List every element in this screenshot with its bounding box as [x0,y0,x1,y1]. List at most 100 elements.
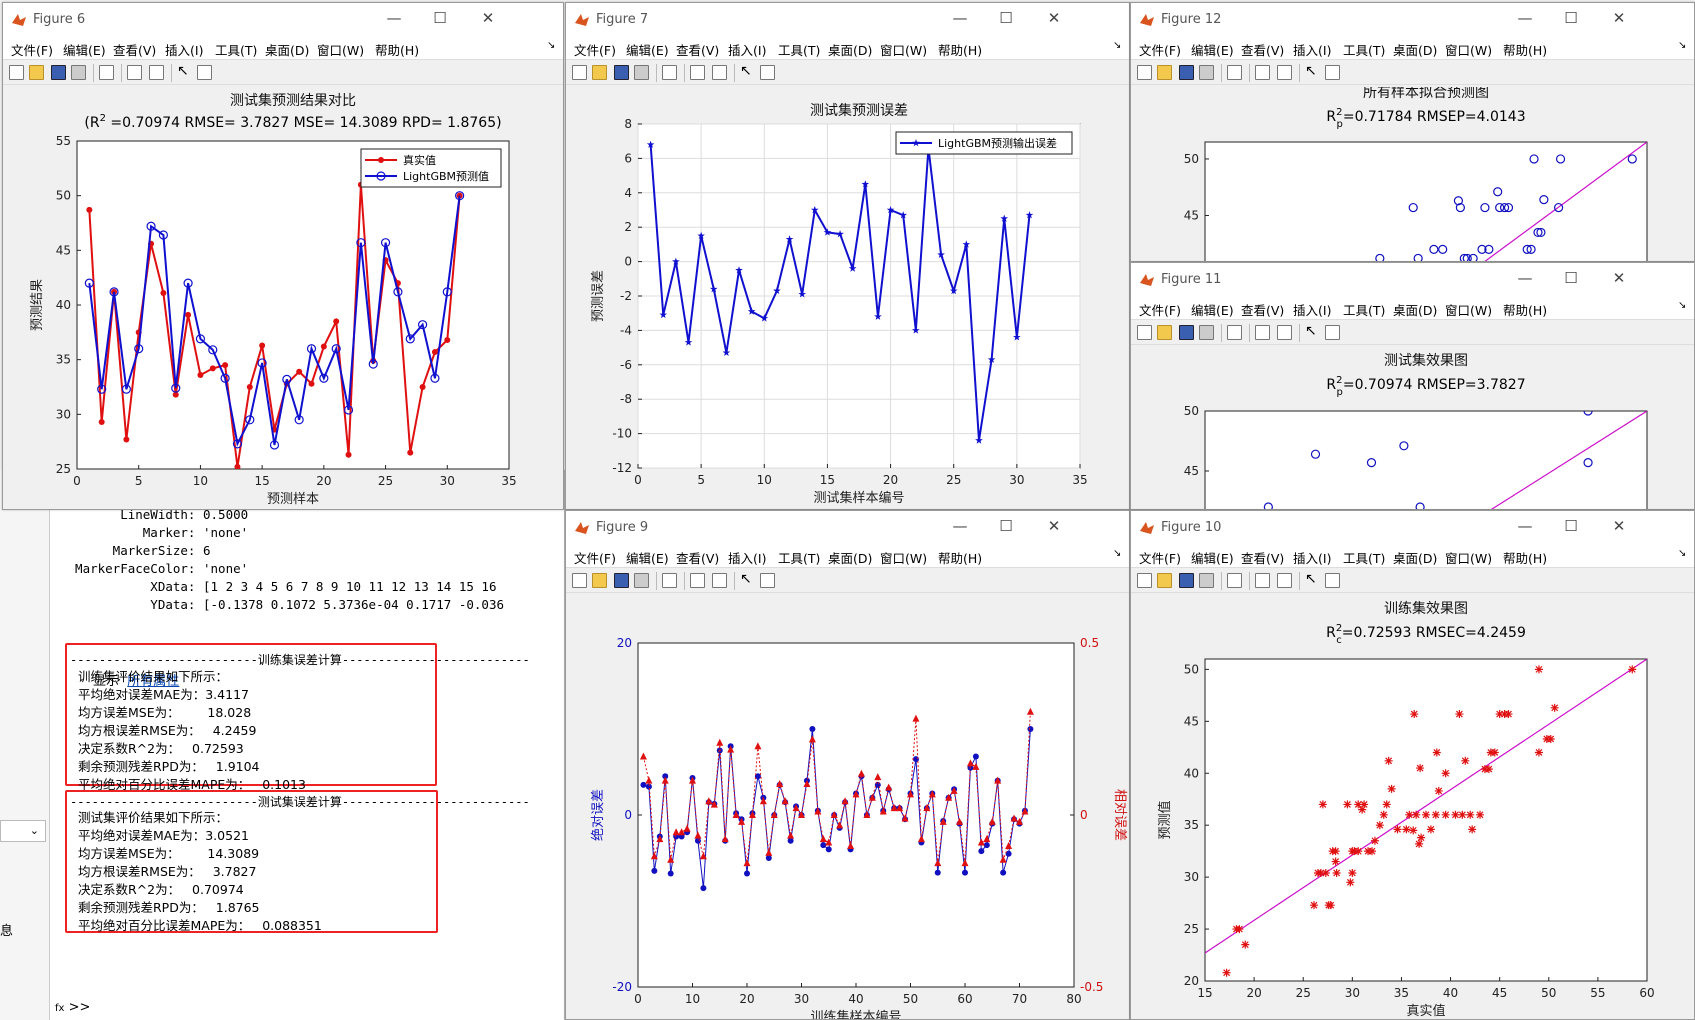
pointer-icon[interactable]: ↖ [740,571,752,587]
menu-item[interactable]: 编辑(E) [626,43,669,58]
property-editor-icon[interactable] [1325,325,1340,340]
menu-item[interactable]: 帮助(H) [938,551,983,566]
menu-item[interactable]: 工具(T) [1343,43,1386,58]
legend[interactable]: 真实值 LightGBM预测值 [360,148,502,188]
open-folder-icon[interactable] [592,573,607,588]
menu-item[interactable]: 帮助(H) [1503,551,1548,566]
link-plot-icon[interactable] [99,65,114,80]
title-bar[interactable]: Figure 6 — ☐ ✕ [3,3,563,37]
menu-item[interactable]: 帮助(H) [1503,43,1548,58]
link-plot-icon[interactable] [662,573,677,588]
new-file-icon[interactable] [1137,65,1152,80]
menu-item[interactable]: 帮助(H) [938,43,983,58]
menu-item[interactable]: 窗口(W) [880,43,928,58]
figure-11-window[interactable]: Figure 11 — ☐ ✕ 文件(F) 编辑(E) 查看(V) 插入(I) 工具(T) 桌面(… [1130,262,1695,510]
link-plot-icon[interactable] [1227,325,1242,340]
menu-item[interactable]: 桌面(D) [265,43,310,58]
close-button[interactable]: ✕ [1612,517,1626,535]
new-file-icon[interactable] [9,65,24,80]
toolbar-expand-icon[interactable]: ↘ [1678,40,1687,51]
menu-item[interactable]: 查看(V) [1241,303,1285,318]
minimize-button[interactable]: — [1517,9,1533,27]
legend[interactable]: LightGBM预测输出误差 [895,131,1073,155]
minimize-button[interactable]: — [386,9,402,27]
pointer-icon[interactable]: ↖ [1305,571,1317,587]
legend-icon[interactable] [712,573,727,588]
toolbar-expand-icon[interactable]: ↘ [1113,548,1122,559]
minimize-button[interactable]: — [1517,517,1533,535]
minimize-button[interactable]: — [952,9,968,27]
menu-item[interactable]: 查看(V) [676,43,720,58]
minimize-button[interactable]: — [952,517,968,535]
menu-item[interactable]: 插入(I) [1293,303,1332,318]
pointer-icon[interactable]: ↖ [177,63,189,79]
workspace-dropdown[interactable]: ⌄ [0,820,46,842]
print-icon[interactable] [634,573,649,588]
legend-icon[interactable] [149,65,164,80]
menu-item[interactable]: 编辑(E) [626,551,669,566]
menu-item[interactable]: 文件(F) [1139,43,1181,58]
minimize-button[interactable]: — [1517,269,1533,287]
maximize-button[interactable]: ☐ [433,9,447,27]
print-icon[interactable] [1199,325,1214,340]
print-icon[interactable] [634,65,649,80]
open-folder-icon[interactable] [1157,325,1172,340]
menu-item[interactable]: 文件(F) [574,43,616,58]
menu-item[interactable]: 插入(I) [1293,551,1332,566]
save-icon[interactable] [1179,573,1194,588]
property-editor-icon[interactable] [760,573,775,588]
figure-7-window[interactable]: Figure 7 — ☐ ✕ 文件(F) 编辑(E) 查看(V) 插入(I) 工具(T) 桌面(D… [565,2,1130,510]
menu-item[interactable]: 桌面(D) [1393,303,1438,318]
colorbar-icon[interactable] [127,65,142,80]
toolbar-expand-icon[interactable]: ↘ [547,40,556,51]
menu-item[interactable]: 桌面(D) [828,551,873,566]
figure-6-window[interactable]: Figure 6 — ☐ ✕ 文件(F) 编辑(E) 查看(V) 插入(I) 工具(T) 桌面(D… [2,2,564,510]
colorbar-icon[interactable] [1255,573,1270,588]
property-editor-icon[interactable] [197,65,212,80]
link-plot-icon[interactable] [1227,573,1242,588]
close-button[interactable]: ✕ [1047,517,1061,535]
property-editor-icon[interactable] [1325,573,1340,588]
new-file-icon[interactable] [572,65,587,80]
open-folder-icon[interactable] [1157,573,1172,588]
link-plot-icon[interactable] [662,65,677,80]
menu-item[interactable]: 文件(F) [1139,551,1181,566]
new-file-icon[interactable] [572,573,587,588]
pointer-icon[interactable]: ↖ [1305,63,1317,79]
menu-item[interactable]: 工具(T) [778,43,821,58]
menu-item[interactable]: 查看(V) [113,43,157,58]
menu-item[interactable]: 文件(F) [11,43,53,58]
command-window[interactable]: ⌄ 息 Color: [0.8500 0.3250 0.0980] LineSt… [0,470,565,1020]
print-icon[interactable] [1199,65,1214,80]
menu-item[interactable]: 窗口(W) [880,551,928,566]
title-bar[interactable]: Figure 12 — ☐ ✕ [1131,3,1694,37]
property-editor-icon[interactable] [760,65,775,80]
close-button[interactable]: ✕ [481,9,495,27]
legend-icon[interactable] [1277,573,1292,588]
menu-item[interactable]: 查看(V) [676,551,720,566]
title-bar[interactable]: Figure 9 — ☐ ✕ [566,511,1129,545]
new-file-icon[interactable] [1137,325,1152,340]
menu-item[interactable]: 工具(T) [215,43,258,58]
figure-12-window[interactable]: Figure 12 — ☐ ✕ 文件(F) 编辑(E) 查看(V) 插入(I) 工具(T) 桌面(… [1130,2,1695,262]
menu-item[interactable]: 工具(T) [778,551,821,566]
legend-icon[interactable] [1277,325,1292,340]
close-button[interactable]: ✕ [1047,9,1061,27]
colorbar-icon[interactable] [690,65,705,80]
toolbar-expand-icon[interactable]: ↘ [1678,300,1687,311]
menu-item[interactable]: 桌面(D) [828,43,873,58]
save-icon[interactable] [1179,325,1194,340]
colorbar-icon[interactable] [1255,65,1270,80]
pointer-icon[interactable]: ↖ [740,63,752,79]
maximize-button[interactable]: ☐ [1564,9,1578,27]
open-folder-icon[interactable] [1157,65,1172,80]
new-file-icon[interactable] [1137,573,1152,588]
menu-item[interactable]: 插入(I) [1293,43,1332,58]
menu-item[interactable]: 桌面(D) [1393,43,1438,58]
save-icon[interactable] [614,573,629,588]
print-icon[interactable] [1199,573,1214,588]
title-bar[interactable]: Figure 10 — ☐ ✕ [1131,511,1694,545]
colorbar-icon[interactable] [1255,325,1270,340]
save-icon[interactable] [51,65,66,80]
save-icon[interactable] [614,65,629,80]
